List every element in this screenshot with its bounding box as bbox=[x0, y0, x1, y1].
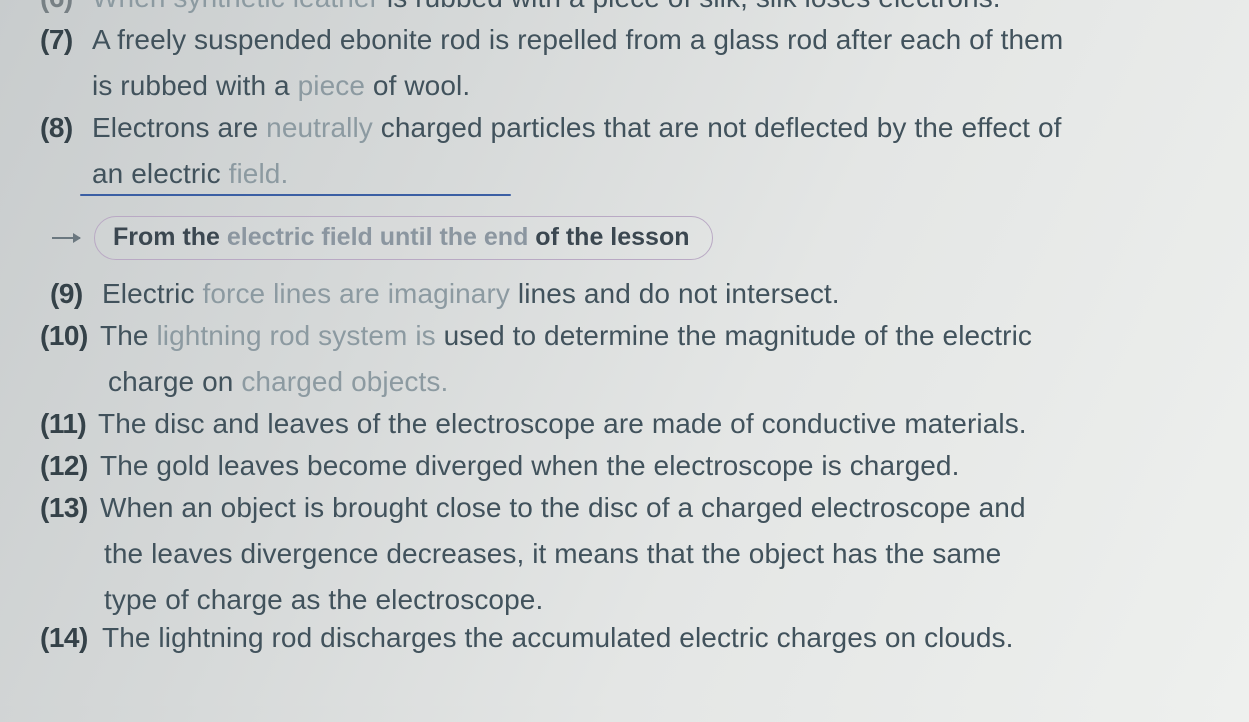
item-text: The disc and leaves of the electroscope … bbox=[98, 410, 1027, 438]
plain-text: an electric bbox=[92, 158, 229, 189]
arrow-icon bbox=[52, 237, 80, 239]
item-number: (9) bbox=[50, 280, 102, 308]
item-text: A freely suspended ebonite rod is repell… bbox=[92, 26, 1063, 54]
item-10-line2: charge on charged objects. bbox=[40, 368, 1231, 396]
plain-text: is rubbed with a bbox=[92, 70, 298, 101]
item-number: (10) bbox=[40, 322, 100, 350]
item-text: Electric force lines are imaginary lines… bbox=[102, 280, 840, 308]
item-13-line2: the leaves divergence decreases, it mean… bbox=[40, 540, 1231, 568]
item-8-line2: an electric field. bbox=[40, 160, 1231, 194]
item-14: (14) The lightning rod discharges the ac… bbox=[40, 624, 1231, 652]
item-text: Electrons are neutrally charged particle… bbox=[92, 114, 1062, 142]
item-number: (7) bbox=[40, 26, 92, 54]
plain-text: The bbox=[100, 320, 156, 351]
plain-text: charged particles that are not deflected… bbox=[373, 112, 1062, 143]
callout-tail: of the lesson bbox=[528, 223, 689, 251]
faded-text: piece bbox=[298, 70, 365, 101]
faded-text: charged objects. bbox=[241, 366, 448, 397]
item-text: charge on charged objects. bbox=[108, 368, 448, 396]
item-text: When synthetic leather is rubbed with a … bbox=[92, 0, 1001, 12]
plain-text: of wool. bbox=[365, 70, 470, 101]
callout-mid: electric field until the end bbox=[227, 223, 528, 251]
faded-text: field. bbox=[229, 158, 289, 189]
item-6: (6) When synthetic leather is rubbed wit… bbox=[40, 0, 1231, 12]
plain-text: is rubbed with a piece of silk, silk los… bbox=[379, 0, 1001, 13]
item-text: When an object is brought close to the d… bbox=[100, 494, 1026, 522]
item-10: (10) The lightning rod system is used to… bbox=[40, 322, 1231, 350]
item-11: (11) The disc and leaves of the electros… bbox=[40, 410, 1231, 438]
callout-row: From the electric field until the end of… bbox=[52, 216, 1231, 260]
item-7-line2: is rubbed with a piece of wool. bbox=[40, 72, 1231, 100]
item-8: (8) Electrons are neutrally charged part… bbox=[40, 114, 1231, 142]
item-number: (13) bbox=[40, 494, 100, 522]
item-number: (14) bbox=[40, 624, 102, 652]
item-12: (12) The gold leaves become diverged whe… bbox=[40, 452, 1231, 480]
item-text: The lightning rod system is used to dete… bbox=[100, 322, 1032, 350]
item-7: (7) A freely suspended ebonite rod is re… bbox=[40, 26, 1231, 54]
item-13-line3: type of charge as the electroscope. bbox=[40, 586, 1231, 614]
section-callout: From the electric field until the end of… bbox=[94, 216, 713, 260]
underline-mark bbox=[80, 194, 511, 196]
item-text: is rubbed with a piece of wool. bbox=[92, 72, 470, 100]
plain-text: used to determine the magnitude of the e… bbox=[436, 320, 1032, 351]
item-text: the leaves divergence decreases, it mean… bbox=[104, 540, 1001, 568]
item-text: The lightning rod discharges the accumul… bbox=[102, 624, 1014, 652]
item-9: (9) Electric force lines are imaginary l… bbox=[40, 280, 1231, 308]
item-number: (12) bbox=[40, 452, 100, 480]
item-number: (6) bbox=[40, 0, 92, 12]
item-13: (13) When an object is brought close to … bbox=[40, 494, 1231, 522]
plain-text: lines and do not intersect. bbox=[510, 278, 840, 309]
faded-text: lightning rod system is bbox=[156, 320, 435, 351]
item-text: type of charge as the electroscope. bbox=[104, 586, 543, 614]
item-number: (11) bbox=[40, 410, 98, 438]
faded-text: neutrally bbox=[266, 112, 373, 143]
faded-text: force lines are imaginary bbox=[202, 278, 510, 309]
item-text: an electric field. bbox=[92, 160, 288, 188]
page: (6) When synthetic leather is rubbed wit… bbox=[0, 0, 1249, 652]
item-number: (8) bbox=[40, 114, 92, 142]
faded-text: When synthetic leather bbox=[92, 0, 379, 13]
callout-lead: From the bbox=[113, 223, 227, 251]
item-text: The gold leaves become diverged when the… bbox=[100, 452, 959, 480]
plain-text: Electrons are bbox=[92, 112, 266, 143]
plain-text: charge on bbox=[108, 366, 241, 397]
plain-text: Electric bbox=[102, 278, 202, 309]
